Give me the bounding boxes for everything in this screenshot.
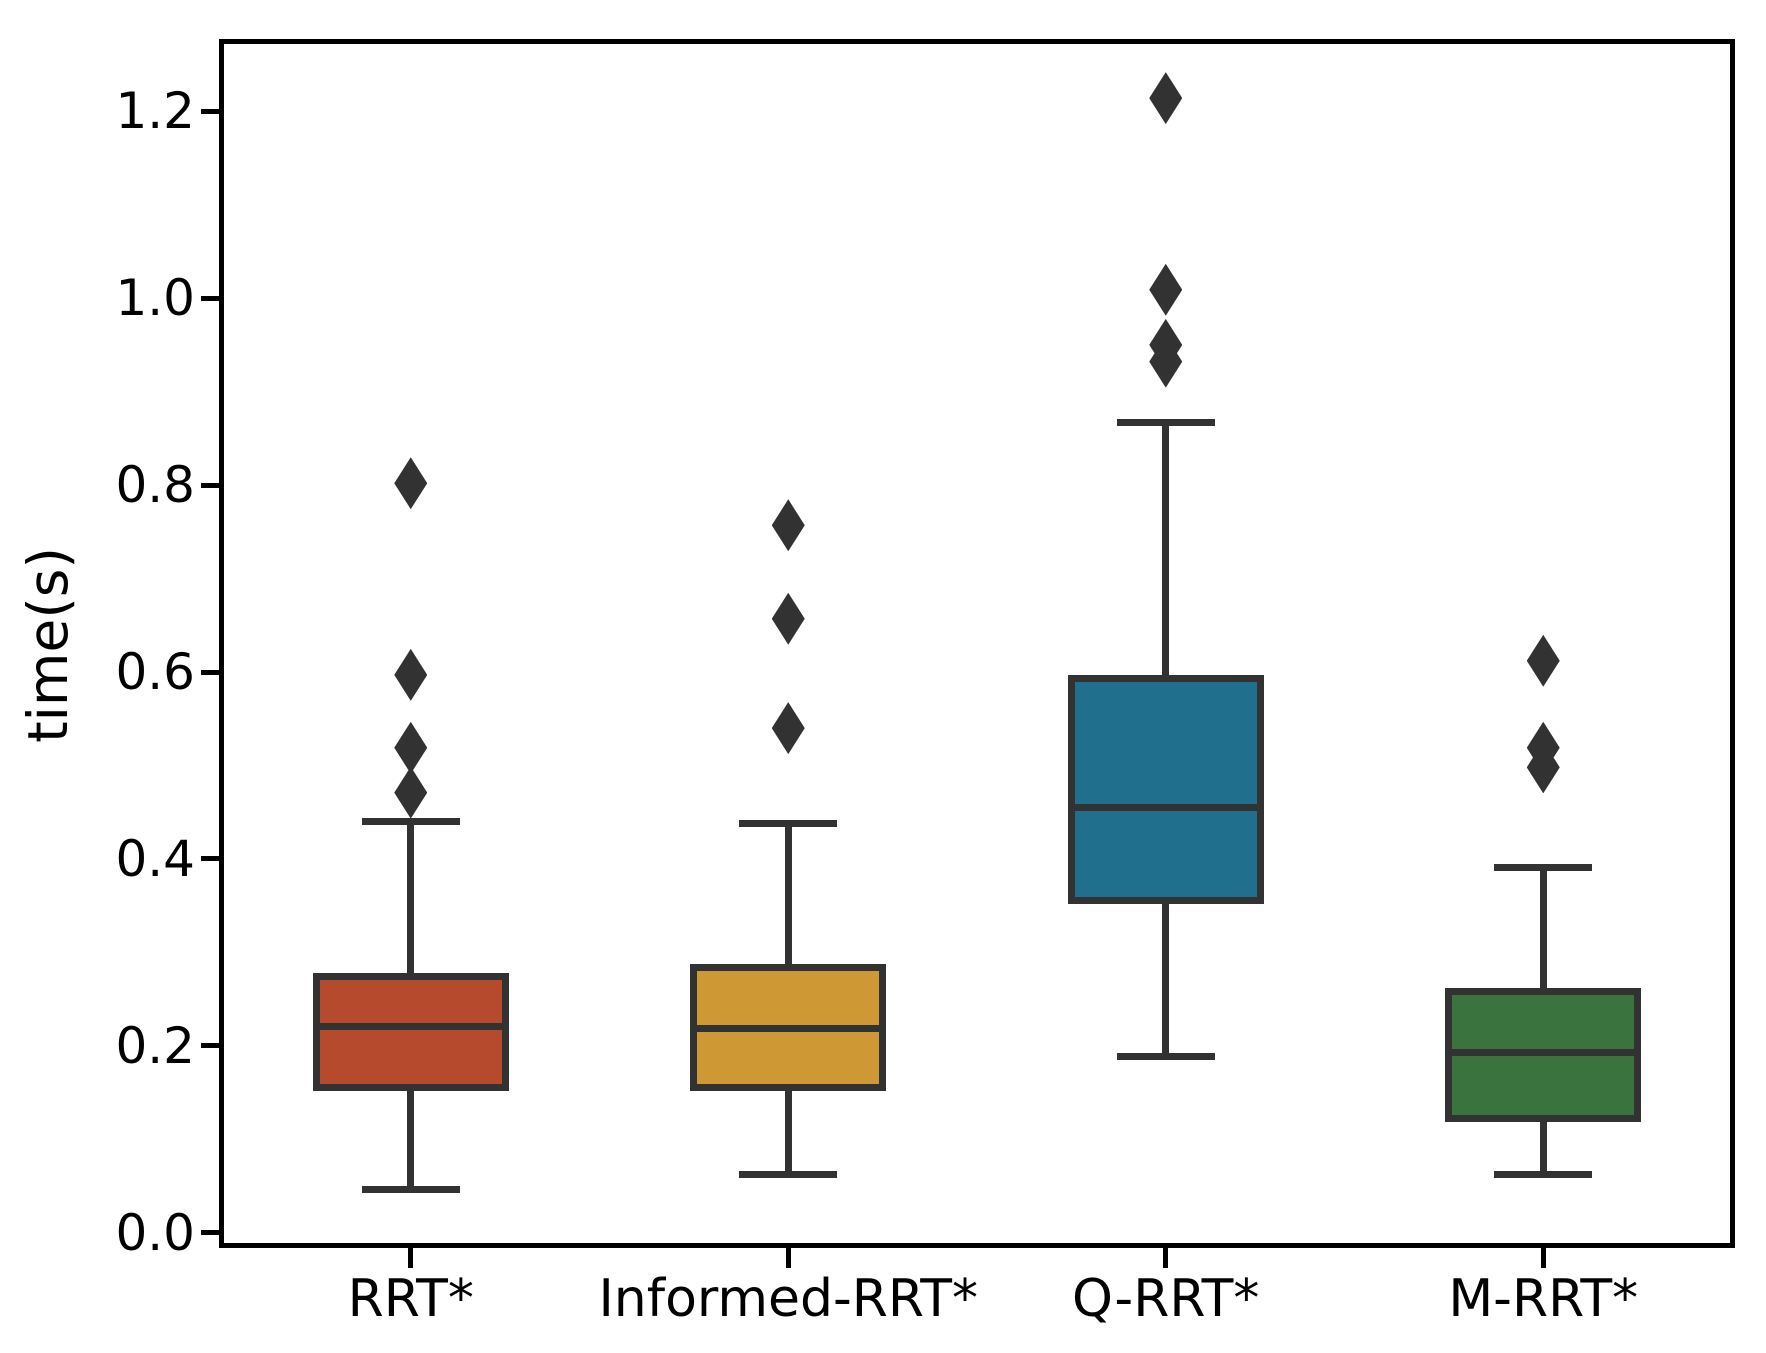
- whisker-cap-lower: [361, 1186, 460, 1194]
- whisker-cap-upper: [1116, 418, 1215, 426]
- whisker-cap-upper: [739, 819, 838, 827]
- box-Q-RRT*: [1067, 675, 1264, 904]
- y-tick-label: 0.6: [115, 643, 195, 701]
- whisker-upper: [1539, 867, 1547, 992]
- whisker-cap-upper: [361, 818, 460, 826]
- y-tick: [201, 295, 220, 301]
- x-tick-label: Informed-RRT*: [598, 1269, 979, 1329]
- y-tick-label: 0.4: [115, 829, 195, 888]
- x-tick: [1163, 1247, 1169, 1268]
- y-tick: [201, 856, 220, 862]
- x-tick-label: Q-RRT*: [1072, 1269, 1260, 1329]
- y-tick: [201, 1043, 220, 1049]
- x-tick: [785, 1247, 791, 1268]
- y-tick: [201, 1230, 220, 1236]
- x-tick: [1540, 1247, 1546, 1268]
- median-line: [1445, 1048, 1642, 1056]
- box-RRT*: [312, 973, 509, 1091]
- whisker-lower: [1539, 1118, 1547, 1175]
- y-tick: [201, 669, 220, 675]
- whisker-lower: [784, 1087, 792, 1175]
- y-tick: [201, 482, 220, 488]
- whisker-cap-lower: [1116, 1052, 1215, 1060]
- whisker-cap-lower: [739, 1171, 838, 1179]
- y-tick-label: 0.8: [115, 456, 195, 515]
- whisker-cap-upper: [1494, 863, 1593, 871]
- x-tick-label: M-RRT*: [1448, 1269, 1639, 1329]
- x-tick-label: RRT*: [347, 1269, 474, 1329]
- median-line: [312, 1022, 509, 1030]
- y-tick-label: 1.0: [115, 269, 195, 328]
- whisker-lower: [407, 1087, 415, 1190]
- y-tick-label: 0.0: [115, 1203, 195, 1262]
- median-line: [690, 1024, 887, 1032]
- whisker-cap-lower: [1494, 1171, 1593, 1179]
- y-tick: [201, 108, 220, 114]
- whisker-lower: [1162, 900, 1170, 1057]
- x-tick: [408, 1247, 414, 1268]
- whisker-upper: [784, 823, 792, 968]
- median-line: [1067, 804, 1264, 812]
- whisker-upper: [1162, 422, 1170, 679]
- y-tick-label: 0.2: [115, 1016, 195, 1075]
- y-tick-label: 1.2: [115, 82, 195, 141]
- whisker-upper: [407, 821, 415, 977]
